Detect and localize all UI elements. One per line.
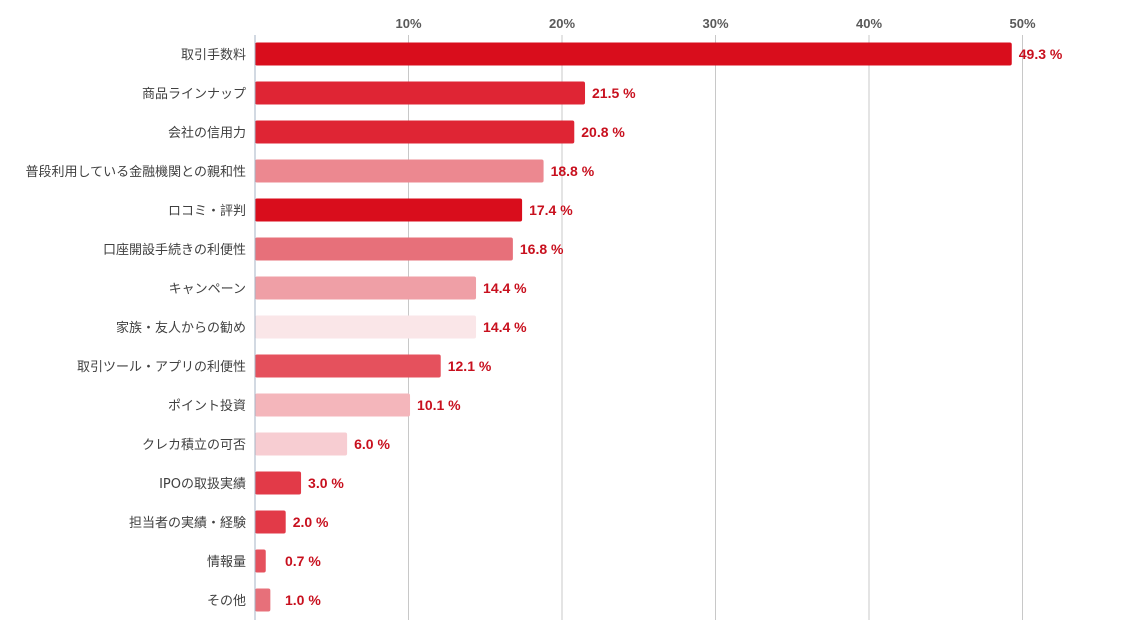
bar: [255, 237, 513, 261]
category-label: 口座開設手続きの利便性: [103, 242, 246, 258]
value-label: 21.5 %: [592, 85, 636, 101]
value-label: 17.4 %: [529, 202, 573, 218]
value-label: 3.0 %: [308, 475, 344, 491]
category-label: 取引ツール・アプリの利便性: [77, 360, 246, 375]
value-label: 49.3 %: [1019, 46, 1063, 62]
value-label: 12.1 %: [448, 358, 492, 374]
bar: [255, 81, 586, 105]
category-label: IPOの取扱実績: [159, 476, 246, 492]
value-label: 1.0 %: [285, 592, 321, 608]
category-label: 普段利用している金融機関との親和性: [26, 164, 246, 180]
x-axis-ticks: 10% 20% 30% 40% 50%: [395, 16, 1035, 31]
value-label: 10.1 %: [417, 397, 461, 413]
x-tick-label: 10%: [395, 16, 421, 31]
category-label: ロコミ・評判: [168, 204, 246, 219]
bar: [255, 471, 302, 495]
bar: [255, 42, 1012, 66]
value-label: 18.8 %: [551, 163, 595, 179]
bar: [255, 159, 544, 183]
value-label: 20.8 %: [581, 124, 625, 140]
category-label: 家族・友人からの勧め: [116, 320, 246, 336]
value-label: 0.7 %: [285, 553, 321, 569]
category-label: その他: [207, 594, 246, 609]
bar: [255, 276, 477, 300]
category-labels: 取引手数料商品ラインナップ会社の信用力普段利用している金融機関との親和性ロコミ・…: [26, 48, 246, 609]
x-tick-label: 20%: [549, 16, 575, 31]
bar: [255, 510, 286, 534]
value-label: 16.8 %: [520, 241, 564, 257]
bar: [255, 354, 441, 378]
category-label: 商品ラインナップ: [142, 87, 246, 102]
bar: [255, 120, 575, 144]
category-label: ポイント投資: [168, 398, 246, 414]
bar: [255, 588, 271, 612]
category-label: キャンペーン: [169, 282, 246, 297]
value-label: 14.4 %: [483, 280, 527, 296]
category-label: クレカ積立の可否: [142, 438, 246, 453]
value-labels: 49.3 % 21.5 % 20.8 % 18.8 % 17.4 % 16.8 % 14.4…: [285, 46, 1063, 608]
value-label: 14.4 %: [483, 319, 527, 335]
bar: [255, 549, 266, 573]
bar: [255, 198, 523, 222]
value-label: 6.0 %: [354, 436, 390, 452]
category-label: 取引手数料: [181, 48, 246, 63]
category-label: 情報量: [207, 555, 246, 570]
value-label: 2.0 %: [293, 514, 329, 530]
x-tick-label: 40%: [856, 16, 882, 31]
x-tick-label: 30%: [702, 16, 728, 31]
bars: [255, 42, 1012, 612]
bar: [255, 315, 477, 339]
bar: [255, 393, 411, 417]
category-label: 会社の信用力: [168, 125, 246, 141]
category-label: 担当者の実績・経験: [129, 515, 246, 531]
bar: [255, 432, 348, 456]
x-tick-label: 50%: [1009, 16, 1035, 31]
